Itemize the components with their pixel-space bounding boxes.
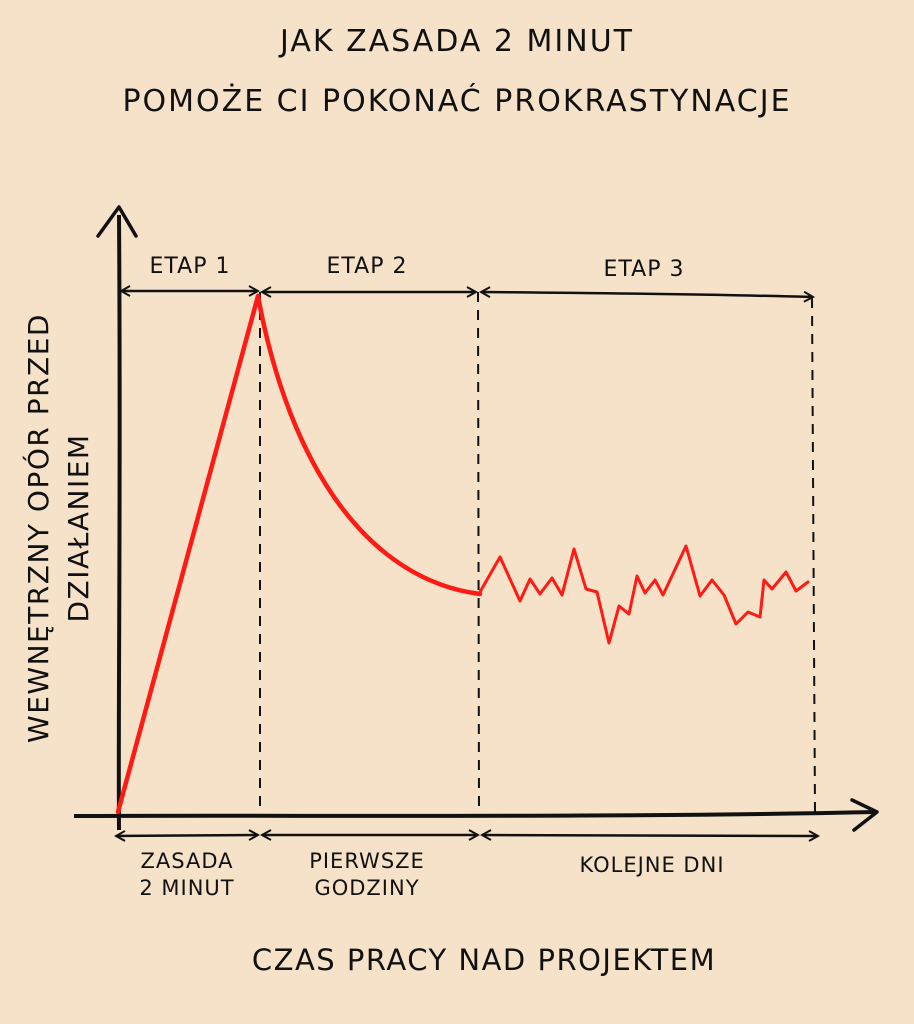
stage-label-top-2: ETAP 2 xyxy=(327,254,408,279)
stage-label-bottom-3: KOLEJNE DNI xyxy=(579,853,724,877)
stage-label-top-3: ETAP 3 xyxy=(604,257,685,282)
stage-3-bottom-arrow xyxy=(482,835,818,836)
resistance-line-stage-1 xyxy=(115,293,261,815)
separator-stage-2 xyxy=(477,291,480,813)
stage-1-bottom-arrow xyxy=(116,835,258,836)
chart-title-line-2: POMOŻE CI POKONAĆ PROKRASTYNACJE xyxy=(122,84,792,119)
y-axis-arrowhead xyxy=(96,205,138,238)
resistance-line-stage-2 xyxy=(255,293,483,597)
y-axis xyxy=(116,214,122,831)
x-axis-label: CZAS PRACY NAD PROJEKTEM xyxy=(252,943,716,977)
stage-label-bottom-2-line-1: PIERWSZE xyxy=(309,849,425,873)
x-axis xyxy=(73,810,877,818)
stage-label-bottom-1-line-2: 2 MINUT xyxy=(139,876,234,900)
y-axis-label-line-1: WEWNĘTRZNY OPÓR PRZED xyxy=(21,313,55,743)
x-axis-arrowhead xyxy=(850,798,879,832)
separator-stage-3 xyxy=(811,297,816,813)
stage-label-bottom-2-line-2: GODZINY xyxy=(314,876,419,900)
stage-label-top-1: ETAP 1 xyxy=(150,254,231,279)
chart-title-line-1: JAK ZASADA 2 MINUT xyxy=(280,24,634,59)
resistance-line-stage-3 xyxy=(478,544,810,645)
y-axis-label-line-2: DZIAŁANIEM xyxy=(62,433,95,622)
stage-label-bottom-1-line-1: ZASADA xyxy=(140,849,233,873)
stage-3-top-arrow xyxy=(481,292,813,297)
